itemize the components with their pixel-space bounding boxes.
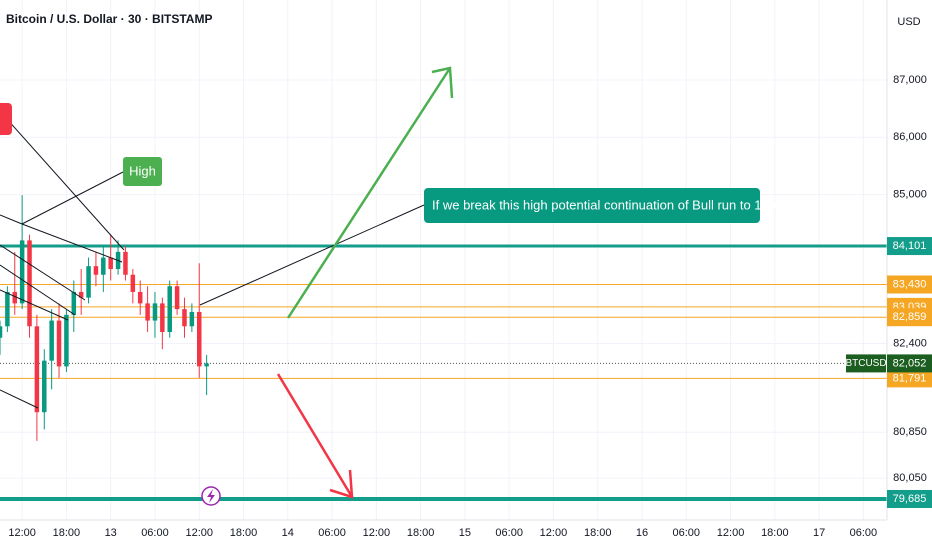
x-tick-label: 12:00: [8, 527, 36, 539]
y-tick-label: 80,050: [893, 472, 927, 484]
candle-body: [196, 311, 202, 367]
high-label-box: [123, 157, 162, 186]
trend-line: [0, 214, 23, 225]
level-tag-label: 83,430: [893, 278, 927, 290]
candle-body: [12, 291, 18, 304]
y-tick-label: 80,850: [893, 426, 927, 438]
level-tag-label: 84,101: [893, 240, 927, 252]
candle-body: [71, 291, 77, 315]
candle-body: [0, 326, 3, 338]
trend-line: [21, 223, 123, 263]
level-tag: [887, 275, 932, 294]
level-tag: [887, 237, 932, 256]
trend-line: [199, 204, 425, 306]
bull-arrow: [286, 66, 454, 319]
y-tick-label: 85,000: [893, 188, 927, 200]
x-tick-label: 17: [813, 527, 825, 539]
level-tag-label: 82,859: [893, 311, 927, 323]
x-tick-label: 18:00: [230, 527, 258, 539]
trend-line: [0, 264, 76, 316]
candle-body: [174, 286, 180, 310]
x-tick-label: 18:00: [584, 527, 612, 539]
candle-body: [19, 240, 25, 304]
candle-body: [49, 320, 54, 361]
arrow-line: [286, 67, 452, 319]
candle-body: [145, 303, 150, 321]
arrow-head: [431, 66, 454, 99]
candle-body: [93, 266, 99, 275]
grid: [0, 0, 887, 520]
chart-title: Bitcoin / U.S. Dollar · 30 · BITSTAMP: [6, 12, 212, 26]
trend-line: [21, 171, 124, 225]
candle-body: [27, 240, 32, 327]
arrow-line: [276, 373, 354, 498]
candle-body: [152, 303, 158, 321]
candle-body: [130, 274, 136, 292]
candle-body: [34, 326, 40, 413]
x-tick-label: 18:00: [53, 527, 81, 539]
axes: 87,000 86,000 85,000 82,400 80,850 80,050 12:0…: [8, 74, 932, 539]
arrow-head: [329, 469, 354, 499]
x-tick-label: 12:00: [363, 527, 391, 539]
symbol-tag-label: BTCUSD: [845, 358, 886, 369]
bear-arrow: [276, 373, 354, 499]
x-tick-label: 13: [105, 527, 117, 539]
candle-body: [189, 311, 195, 327]
candle-body: [56, 320, 62, 367]
x-tick-label: 12:00: [540, 527, 568, 539]
y-tick-label: 82,400: [893, 337, 927, 349]
level-tag: [887, 489, 932, 508]
symbol-tag: [846, 354, 886, 373]
last-price-tag: [887, 354, 932, 373]
level-tag: [887, 369, 932, 388]
candle-body: [182, 309, 187, 327]
candle-body: [5, 291, 10, 327]
last-price-label: 82,052: [893, 357, 927, 369]
x-tick-label: 06:00: [495, 527, 523, 539]
x-tick-label: 15: [459, 527, 471, 539]
high-label: High: [129, 163, 156, 178]
candle-body: [204, 363, 209, 367]
candle-body: [86, 266, 91, 298]
x-tick-label: 06:00: [141, 527, 169, 539]
candle-body: [101, 257, 106, 275]
y-tick-label: 87,000: [893, 74, 927, 86]
level-tag-label: 81,791: [893, 372, 927, 384]
event-bolt: [207, 489, 215, 503]
levels: [0, 244, 887, 501]
candle-body: [160, 303, 165, 333]
x-tick-label: 06:00: [318, 527, 346, 539]
level-tag: [887, 308, 932, 327]
x-tick-label: 12:00: [717, 527, 745, 539]
drawings: [0, 117, 425, 409]
candle-body: [108, 257, 113, 270]
candle-body: [64, 314, 69, 367]
trend-line: [0, 389, 39, 409]
cut-label: [0, 103, 12, 135]
trend-line: [0, 289, 69, 321]
currency: USD: [897, 16, 920, 28]
candle-body: [42, 360, 47, 413]
x-tick-label: 18:00: [407, 527, 435, 539]
callout-text: If we break this high potential continua…: [432, 197, 792, 212]
callout-box: [424, 188, 760, 223]
x-tick-label: 06:00: [673, 527, 701, 539]
candle-body: [137, 291, 143, 304]
candle-body: [123, 251, 128, 275]
y-tick-label: 86,000: [893, 131, 927, 143]
x-tick-label: 18:00: [761, 527, 789, 539]
trend-line: [0, 244, 86, 301]
level-tag-label: 79,685: [893, 493, 927, 505]
candle-body: [78, 291, 84, 298]
x-tick-label: 06:00: [850, 527, 878, 539]
trend-line: [5, 117, 125, 251]
x-tick-label: 16: [636, 527, 648, 539]
x-tick-label: 12:00: [185, 527, 213, 539]
candles: [0, 195, 209, 441]
x-tick-label: 14: [282, 527, 294, 539]
candle-body: [167, 286, 172, 333]
